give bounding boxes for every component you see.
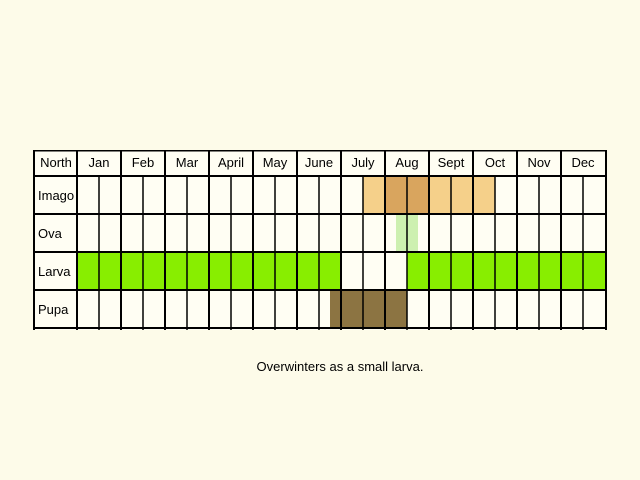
stage-label-larva: Larva [38, 264, 71, 279]
period-bar-pupa [330, 290, 407, 328]
period-bar-imago [429, 176, 495, 214]
calendar-svg: North Jan Feb Mar April May June July Aug Sept Oct… [33, 150, 607, 330]
month-label-july: July [351, 155, 375, 170]
life-cycle-calendar: North Jan Feb Mar April May June July Aug Sept Oct… [33, 150, 607, 330]
month-label-dec: Dec [571, 155, 595, 170]
stage-label-ova: Ova [38, 226, 63, 241]
calendar-background [33, 150, 607, 330]
month-label-apr: April [218, 155, 244, 170]
stage-label-imago: Imago [38, 188, 74, 203]
overwinter-note: Overwinters as a small larva. [256, 359, 424, 374]
stage-label-pupa: Pupa [38, 302, 69, 317]
region-label: North [40, 155, 72, 170]
month-label-oct: Oct [485, 155, 506, 170]
period-bar-larva [407, 252, 605, 290]
month-label-may: May [263, 155, 288, 170]
month-label-jan: Jan [89, 155, 110, 170]
month-label-june: June [305, 155, 333, 170]
month-label-mar: Mar [176, 155, 199, 170]
month-label-sept: Sept [438, 155, 465, 170]
month-label-nov: Nov [527, 155, 551, 170]
month-label-feb: Feb [132, 155, 154, 170]
month-label-aug: Aug [395, 155, 418, 170]
period-bar-imago [363, 176, 385, 214]
